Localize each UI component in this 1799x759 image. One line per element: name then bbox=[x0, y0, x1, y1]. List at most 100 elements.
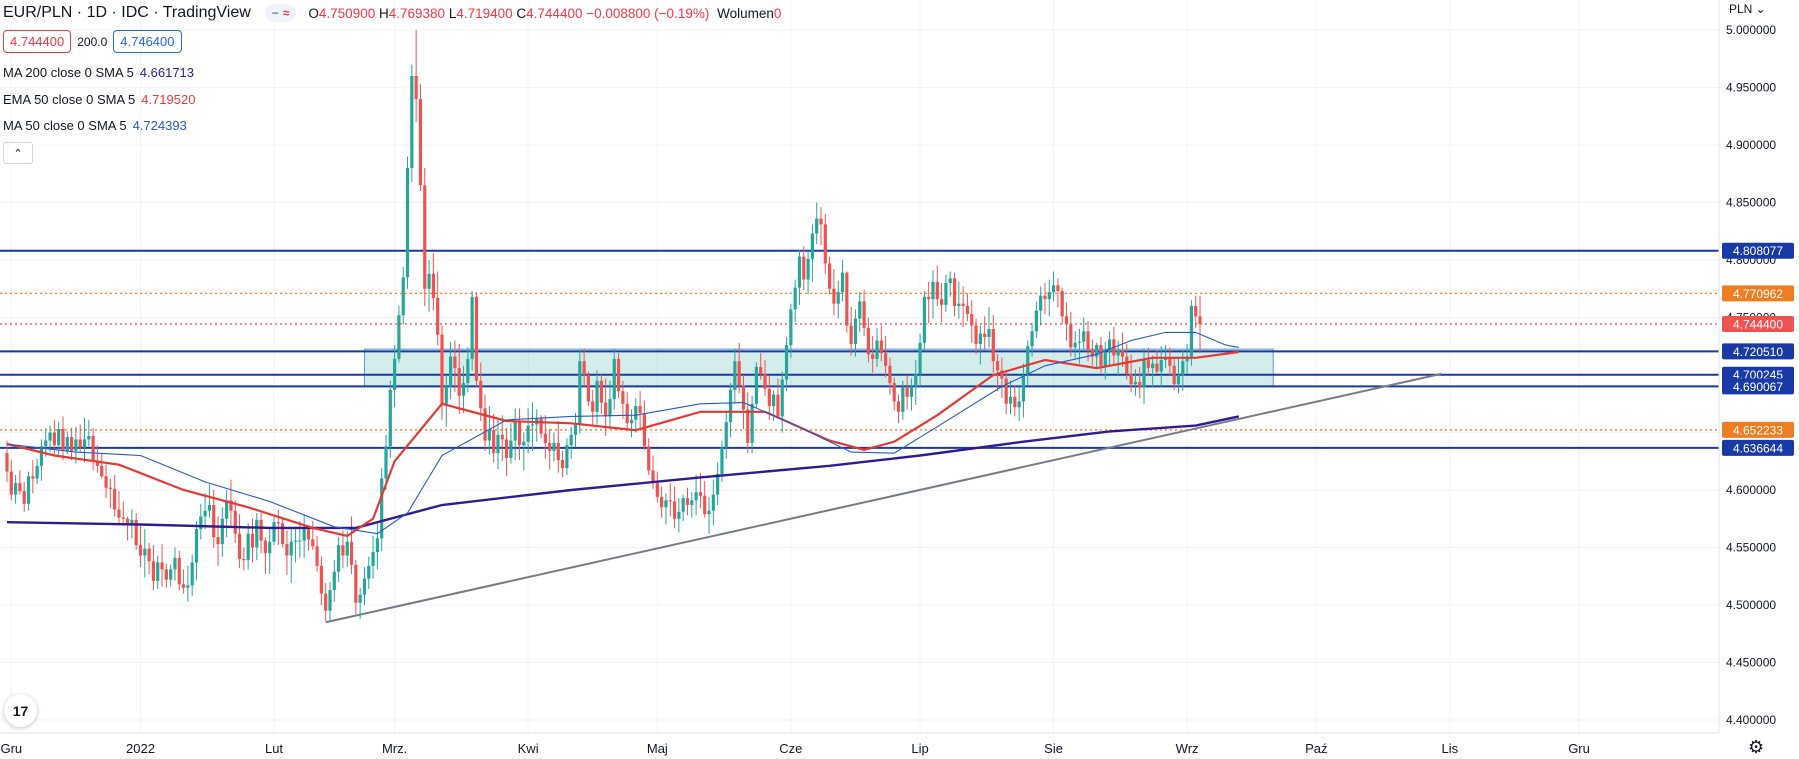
candle[interactable] bbox=[862, 289, 866, 336]
candle[interactable] bbox=[388, 380, 392, 458]
candle[interactable] bbox=[1090, 339, 1094, 366]
candle[interactable] bbox=[660, 486, 664, 518]
candle[interactable] bbox=[113, 475, 117, 517]
tradingview-logo[interactable]: 17 bbox=[4, 694, 37, 727]
candle[interactable] bbox=[65, 431, 69, 455]
indicator-ma200[interactable]: MA 200 close 0 SMA 5 4.661713 bbox=[3, 65, 194, 80]
currency-selector[interactable]: PLN ⌄ bbox=[1729, 2, 1766, 16]
candle[interactable] bbox=[436, 271, 440, 346]
candle[interactable] bbox=[940, 283, 944, 323]
candle[interactable] bbox=[289, 527, 293, 584]
candle[interactable] bbox=[371, 536, 375, 579]
candle[interactable] bbox=[1107, 331, 1112, 365]
candle[interactable] bbox=[285, 530, 289, 576]
candle[interactable] bbox=[582, 348, 586, 387]
candle[interactable] bbox=[1034, 301, 1038, 339]
bid-price-button[interactable]: 4.744400 bbox=[3, 30, 72, 53]
candle[interactable] bbox=[901, 380, 905, 420]
candle[interactable] bbox=[642, 400, 647, 450]
candle[interactable] bbox=[250, 518, 255, 563]
candle[interactable] bbox=[74, 426, 78, 464]
ask-price-button[interactable]: 4.746400 bbox=[113, 30, 182, 53]
candle[interactable] bbox=[220, 507, 224, 557]
candle[interactable] bbox=[306, 525, 311, 551]
candle[interactable] bbox=[354, 560, 358, 615]
candle[interactable] bbox=[737, 342, 741, 394]
candle[interactable] bbox=[341, 530, 345, 569]
candle[interactable] bbox=[922, 291, 926, 351]
candle[interactable] bbox=[418, 84, 423, 191]
candle[interactable] bbox=[560, 450, 565, 478]
candle[interactable] bbox=[263, 537, 268, 574]
candle[interactable] bbox=[754, 362, 759, 409]
candle[interactable] bbox=[767, 375, 771, 420]
candle[interactable] bbox=[483, 394, 487, 451]
candle[interactable] bbox=[556, 421, 560, 473]
candle[interactable] bbox=[1039, 286, 1043, 326]
candle[interactable] bbox=[164, 563, 168, 588]
candle[interactable] bbox=[268, 526, 272, 574]
candle[interactable] bbox=[61, 416, 65, 461]
candle[interactable] bbox=[315, 536, 319, 572]
candle[interactable] bbox=[840, 260, 845, 302]
candle[interactable] bbox=[724, 411, 728, 459]
candle[interactable] bbox=[849, 307, 853, 356]
candle[interactable] bbox=[237, 514, 242, 569]
candle[interactable] bbox=[935, 265, 939, 306]
candle[interactable] bbox=[22, 481, 26, 512]
candle[interactable] bbox=[57, 422, 61, 457]
indicator-ma50[interactable]: MA 50 close 0 SMA 5 4.724393 bbox=[3, 118, 187, 133]
candle[interactable] bbox=[431, 253, 435, 311]
candle[interactable] bbox=[1194, 295, 1198, 328]
candle[interactable] bbox=[1017, 386, 1021, 422]
candle[interactable] bbox=[616, 353, 621, 398]
candle[interactable] bbox=[638, 391, 642, 428]
candle[interactable] bbox=[651, 455, 655, 489]
candle[interactable] bbox=[690, 492, 694, 518]
candle[interactable] bbox=[332, 560, 336, 602]
candle[interactable] bbox=[797, 249, 802, 305]
candle[interactable] bbox=[405, 156, 410, 289]
candle[interactable] bbox=[138, 525, 143, 568]
candle[interactable] bbox=[703, 480, 707, 518]
candle[interactable] bbox=[608, 380, 612, 430]
candle[interactable] bbox=[69, 427, 74, 461]
candle[interactable] bbox=[181, 569, 186, 594]
candle[interactable] bbox=[578, 349, 582, 434]
candle[interactable] bbox=[884, 335, 888, 378]
candle[interactable] bbox=[672, 486, 677, 528]
candle[interactable] bbox=[629, 409, 634, 438]
candle[interactable] bbox=[246, 523, 250, 570]
candle[interactable] bbox=[125, 516, 130, 541]
candle[interactable] bbox=[169, 564, 173, 587]
candle[interactable] bbox=[104, 464, 108, 499]
candle[interactable] bbox=[685, 487, 690, 516]
candle[interactable] bbox=[677, 498, 681, 533]
candle[interactable] bbox=[375, 523, 379, 570]
candle[interactable] bbox=[914, 360, 918, 405]
candle[interactable] bbox=[1008, 380, 1013, 415]
candle[interactable] bbox=[832, 269, 836, 316]
candle[interactable] bbox=[625, 392, 629, 432]
candle[interactable] bbox=[1051, 271, 1056, 302]
candle[interactable] bbox=[535, 409, 539, 442]
candle[interactable] bbox=[591, 389, 595, 426]
candle[interactable] bbox=[875, 327, 879, 367]
candle[interactable] bbox=[319, 556, 323, 605]
time-axis[interactable]: Gru 2022 Lut Mrz. Kwi Maj Cze Lip Sie Wrz Paź Lis Gr… bbox=[0, 741, 1589, 756]
candle[interactable] bbox=[974, 318, 978, 355]
gear-icon[interactable]: ⚙ bbox=[1748, 737, 1765, 757]
candle[interactable] bbox=[879, 325, 883, 362]
candle[interactable] bbox=[1185, 343, 1189, 374]
candle[interactable] bbox=[828, 256, 832, 295]
candle[interactable] bbox=[871, 335, 875, 373]
candle[interactable] bbox=[496, 418, 500, 470]
trendline[interactable] bbox=[325, 372, 1442, 624]
candle[interactable] bbox=[565, 438, 569, 476]
candle[interactable] bbox=[18, 470, 22, 495]
candle[interactable] bbox=[44, 427, 48, 457]
candle[interactable] bbox=[242, 547, 246, 571]
candle[interactable] bbox=[78, 424, 82, 453]
candle[interactable] bbox=[293, 527, 298, 563]
candle[interactable] bbox=[1082, 317, 1086, 350]
